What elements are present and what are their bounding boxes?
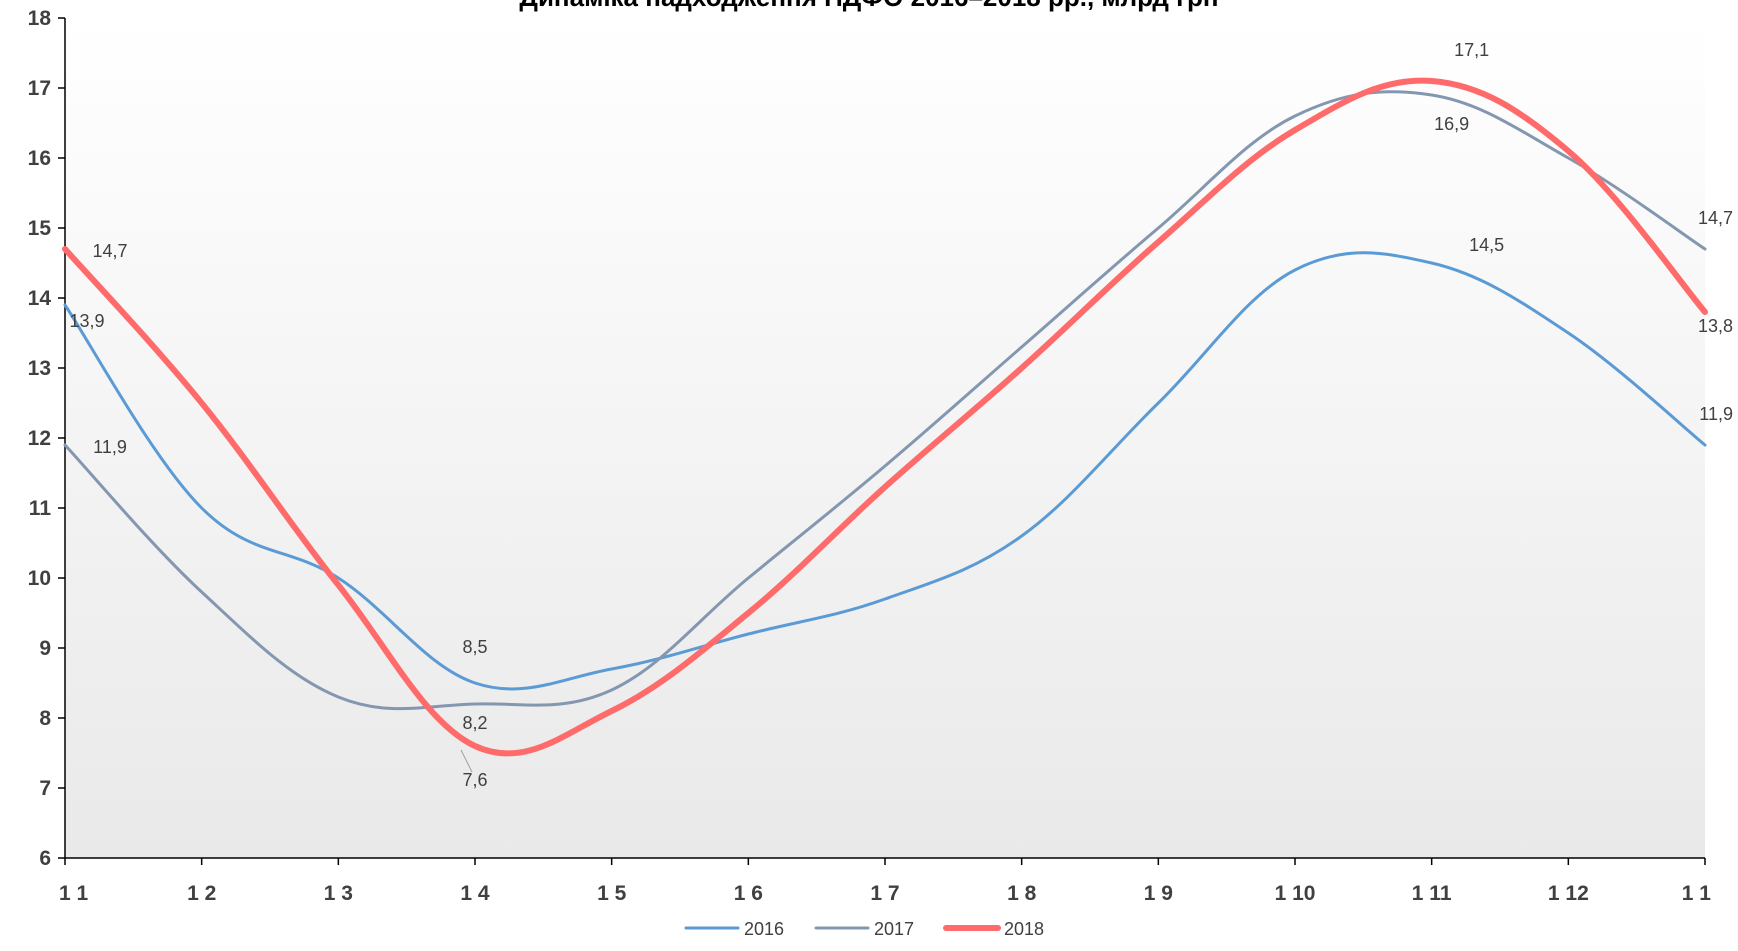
data-label-2016-10: 14,5 xyxy=(1469,235,1504,255)
data-labels: 13,9 8,5 14,5 11,9 11,9 8,2 16,9 14,7 14,7 7,6 17,… xyxy=(69,40,1733,790)
data-label-2017-3: 8,2 xyxy=(462,713,487,733)
data-label-2018-12: 13,8 xyxy=(1698,316,1733,336)
data-label-2016-3: 8,5 xyxy=(462,637,487,657)
x-tick-label: 1 9 xyxy=(1144,882,1173,905)
series-line-2018 xyxy=(62,77,1708,757)
x-tick-label: 1 12 xyxy=(1548,882,1589,905)
x-tick-label: 1 10 xyxy=(1275,882,1316,905)
x-tick-label: 1 11 xyxy=(1412,882,1452,905)
data-label-2018-10: 17,1 xyxy=(1454,40,1489,60)
legend-label-2016: 2016 xyxy=(744,919,784,939)
data-label-2018-3: 7,6 xyxy=(462,770,487,790)
chart-title: Динаміка надходження ПДФО 2016–2018 рр.,… xyxy=(519,0,1218,12)
y-tick-label: 8 xyxy=(39,707,51,730)
y-tick-label: 6 xyxy=(39,847,51,870)
data-label-2016-0: 13,9 xyxy=(69,311,104,331)
data-label-2017-10: 16,9 xyxy=(1434,114,1469,134)
data-label-2017-12: 14,7 xyxy=(1698,208,1733,228)
plot-area-background xyxy=(65,18,1705,858)
legend-label-2018: 2018 xyxy=(1004,919,1044,939)
y-tick-label: 12 xyxy=(28,427,51,450)
x-tick-label: 1 1 xyxy=(1682,882,1712,905)
y-tick-label: 14 xyxy=(28,287,52,310)
y-tick-label: 10 xyxy=(28,567,51,590)
y-tick-label: 13 xyxy=(28,357,51,380)
axes: 6 7 8 9 10 11 12 13 14 15 16 17 18 1 1 1 2 1 3 1 4 1 5 1 6… xyxy=(28,7,1712,905)
y-tick-label: 16 xyxy=(28,147,51,170)
series-line-2017 xyxy=(63,90,1707,711)
y-tick-label: 15 xyxy=(28,217,52,240)
y-tick-label: 7 xyxy=(39,777,51,800)
x-tick-label: 1 6 xyxy=(734,882,763,905)
y-tick-label: 18 xyxy=(28,7,52,30)
y-tick-label: 11 xyxy=(29,497,52,520)
x-tick-label: 1 7 xyxy=(870,882,899,905)
legend: 2016 2017 2018 xyxy=(684,919,1044,939)
y-tick-label: 17 xyxy=(28,77,51,100)
x-tick-label: 1 2 xyxy=(187,882,216,905)
x-tick-label: 1 3 xyxy=(324,882,353,905)
data-label-2017-0: 11,9 xyxy=(93,437,127,457)
x-tick-label: 1 5 xyxy=(597,882,627,905)
x-tick-label: 1 4 xyxy=(460,882,490,905)
data-label-leader xyxy=(460,749,473,773)
data-label-2016-12: 11,9 xyxy=(1699,404,1733,424)
x-tick-label: 1 8 xyxy=(1007,882,1037,905)
legend-label-2017: 2017 xyxy=(874,919,914,939)
data-label-2018-0: 14,7 xyxy=(92,241,127,261)
x-tick-label: 1 1 xyxy=(59,882,89,905)
y-tick-label: 9 xyxy=(39,637,51,660)
series-lines xyxy=(62,77,1708,757)
